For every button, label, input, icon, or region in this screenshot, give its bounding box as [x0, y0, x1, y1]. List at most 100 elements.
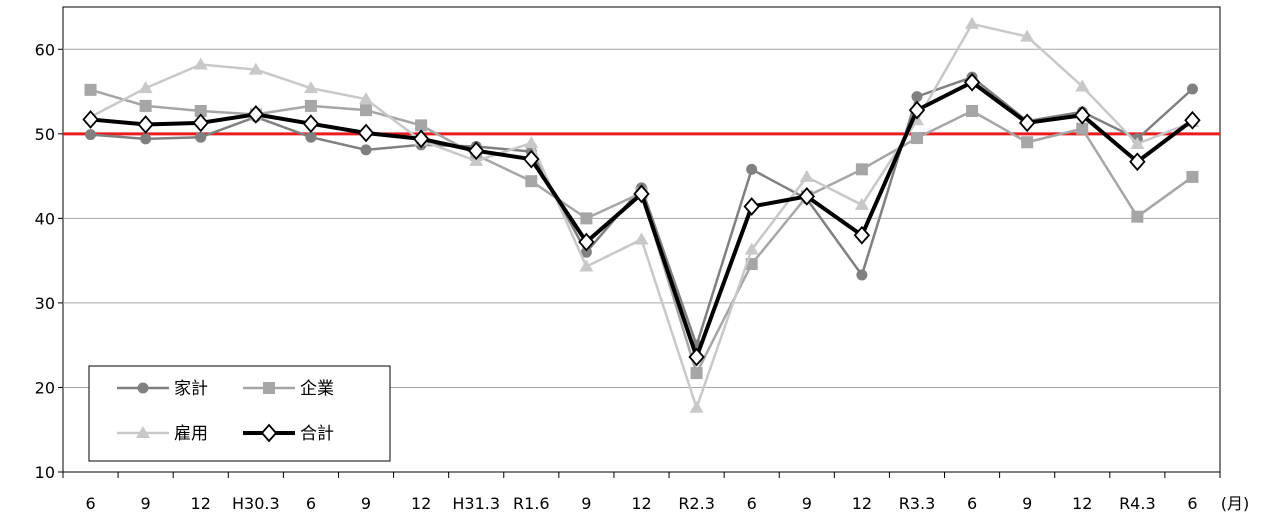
legend-marker — [136, 426, 150, 438]
data-point — [415, 119, 428, 132]
data-point — [1018, 113, 1036, 133]
x-tick-label: R3.3 — [899, 494, 936, 513]
data-point — [138, 81, 153, 94]
data-point — [248, 62, 263, 75]
data-point — [633, 184, 650, 204]
y-tick-label: 10 — [35, 463, 55, 482]
data-point — [1131, 210, 1144, 223]
legend-item-家計: 家計 — [117, 379, 208, 399]
data-point — [137, 115, 154, 134]
data-point — [247, 105, 265, 124]
data-point — [579, 259, 594, 272]
data-point — [965, 16, 980, 29]
data-point — [963, 72, 981, 92]
data-point — [854, 197, 869, 210]
x-axis-unit-label: (月) — [1221, 494, 1250, 513]
data-point — [360, 144, 372, 156]
data-point — [303, 81, 318, 94]
data-point — [523, 149, 540, 169]
data-point — [195, 131, 207, 143]
data-point — [194, 104, 207, 117]
data-point — [85, 129, 97, 141]
data-point — [911, 91, 923, 103]
data-point — [1074, 105, 1091, 125]
legend-label: 家計 — [174, 379, 208, 399]
data-point — [580, 246, 592, 258]
x-tick-label: 12 — [1072, 494, 1092, 513]
x-tick-label: 9 — [1022, 494, 1032, 513]
legend-label: 企業 — [300, 379, 334, 399]
data-point — [746, 163, 758, 175]
data-point — [468, 141, 485, 161]
x-tick-label: 9 — [802, 494, 812, 513]
data-point — [689, 400, 704, 413]
legend-marker — [263, 382, 275, 394]
data-point — [305, 131, 317, 143]
y-tick-label: 40 — [35, 209, 55, 228]
data-point — [192, 113, 209, 133]
data-point — [1130, 136, 1145, 149]
data-point — [304, 99, 317, 112]
legend-marker — [260, 423, 278, 443]
legend-label: 雇用 — [174, 424, 208, 444]
x-tick-label: 12 — [852, 494, 872, 513]
data-point — [743, 197, 760, 216]
series-雇用 — [83, 16, 1200, 413]
x-tick-label: 6 — [747, 494, 757, 513]
data-point — [193, 57, 208, 70]
data-point — [688, 347, 705, 367]
x-tick-label: R4.3 — [1119, 494, 1156, 513]
data-point — [578, 232, 595, 252]
x-tick-label: 12 — [411, 494, 431, 513]
data-point — [908, 100, 926, 120]
series-group — [82, 16, 1201, 413]
legend-label: 合計 — [300, 424, 334, 444]
series-合計 — [82, 72, 1201, 367]
y-tick-label: 60 — [35, 40, 55, 59]
legend-marker — [137, 382, 149, 394]
y-tick-label: 50 — [35, 125, 55, 144]
x-tick-label: 6 — [306, 494, 316, 513]
data-point — [360, 104, 373, 117]
x-tick-label: 6 — [85, 494, 95, 513]
x-tick-label: 6 — [1187, 494, 1197, 513]
x-tick-label: R2.3 — [678, 494, 715, 513]
data-point — [359, 92, 374, 105]
x-tick-label: H30.3 — [232, 494, 280, 513]
legend-box — [88, 365, 391, 462]
data-point — [1186, 83, 1198, 95]
data-point — [302, 114, 320, 134]
data-point — [84, 83, 97, 96]
data-point — [1075, 79, 1090, 92]
x-tick-label: 9 — [361, 494, 371, 513]
data-point — [853, 225, 871, 245]
data-point — [82, 110, 99, 129]
legend-item-合計: 合計 — [243, 423, 334, 444]
data-point — [744, 242, 759, 255]
data-point — [798, 187, 815, 206]
data-point — [966, 104, 979, 117]
data-point — [525, 175, 538, 188]
data-point — [412, 129, 430, 149]
y-tick-label: 20 — [35, 378, 55, 397]
legend-item-雇用: 雇用 — [117, 424, 208, 444]
data-point — [910, 132, 923, 145]
x-tick-label: R1.6 — [513, 494, 550, 513]
x-axis: 6 9 12 H30.3 6 9 12 H31.3 R1.6 9 12 R2.3 6 9 12 R3.3 6 9 1… — [62, 472, 1221, 513]
data-point — [690, 367, 703, 380]
data-point — [140, 133, 152, 145]
data-point — [1186, 170, 1199, 183]
data-point — [580, 212, 593, 225]
x-tick-label: H31.3 — [452, 494, 500, 513]
x-tick-label: 9 — [581, 494, 591, 513]
data-point — [1020, 29, 1035, 42]
data-point — [1184, 110, 1201, 130]
data-point — [1129, 152, 1146, 172]
legend-item-企業: 企業 — [243, 379, 334, 399]
data-point — [634, 232, 649, 245]
data-point — [524, 136, 539, 149]
data-point — [856, 269, 868, 281]
